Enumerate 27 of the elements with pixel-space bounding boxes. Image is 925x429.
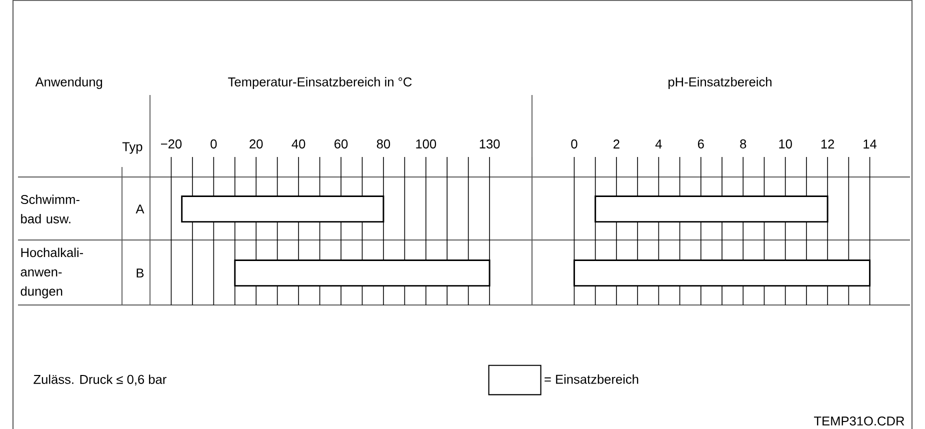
x-tick-label: 60 xyxy=(334,139,348,148)
x-tick-label: 0 xyxy=(571,139,578,148)
chart-title: pH-Einsatzbereich xyxy=(668,77,772,89)
x-tick-label: 2 xyxy=(614,140,620,148)
x-tick-label: −20 xyxy=(160,139,182,148)
x-tick-label: 10 xyxy=(779,139,792,148)
x-tick-label: 8 xyxy=(740,139,746,148)
x-tick-label: 12 xyxy=(821,140,834,148)
y-tick-label: A xyxy=(136,204,144,214)
text: Anwendung xyxy=(35,77,102,89)
x-tick-label: 6 xyxy=(698,139,704,148)
text: TEMP31O.CDR xyxy=(814,416,904,426)
x-tick-label: 4 xyxy=(655,140,662,148)
text: Zuläss. Druck ≤ 0,6 bar xyxy=(34,374,166,386)
legend-label: = Einsatzbereich xyxy=(544,374,638,384)
x-tick-label: 0 xyxy=(210,139,217,148)
y2-tick-label: Schwimm-bad usw. xyxy=(20,194,80,224)
x-tick-label: 80 xyxy=(376,139,390,148)
y-axis-title: Typ xyxy=(122,142,142,154)
x-tick-label: 100 xyxy=(416,139,436,148)
x-tick-label: 14 xyxy=(864,140,877,148)
x-tick-label: 40 xyxy=(292,139,306,148)
x-tick-label: 20 xyxy=(250,139,263,148)
x-tick-label: 130 xyxy=(480,139,500,148)
y2-tick-label: Hochalkali-anwen-dungen xyxy=(20,248,83,298)
chart-title: Temperatur-Einsatzbereich in °C xyxy=(228,77,412,89)
y-tick-label: B xyxy=(136,268,144,278)
